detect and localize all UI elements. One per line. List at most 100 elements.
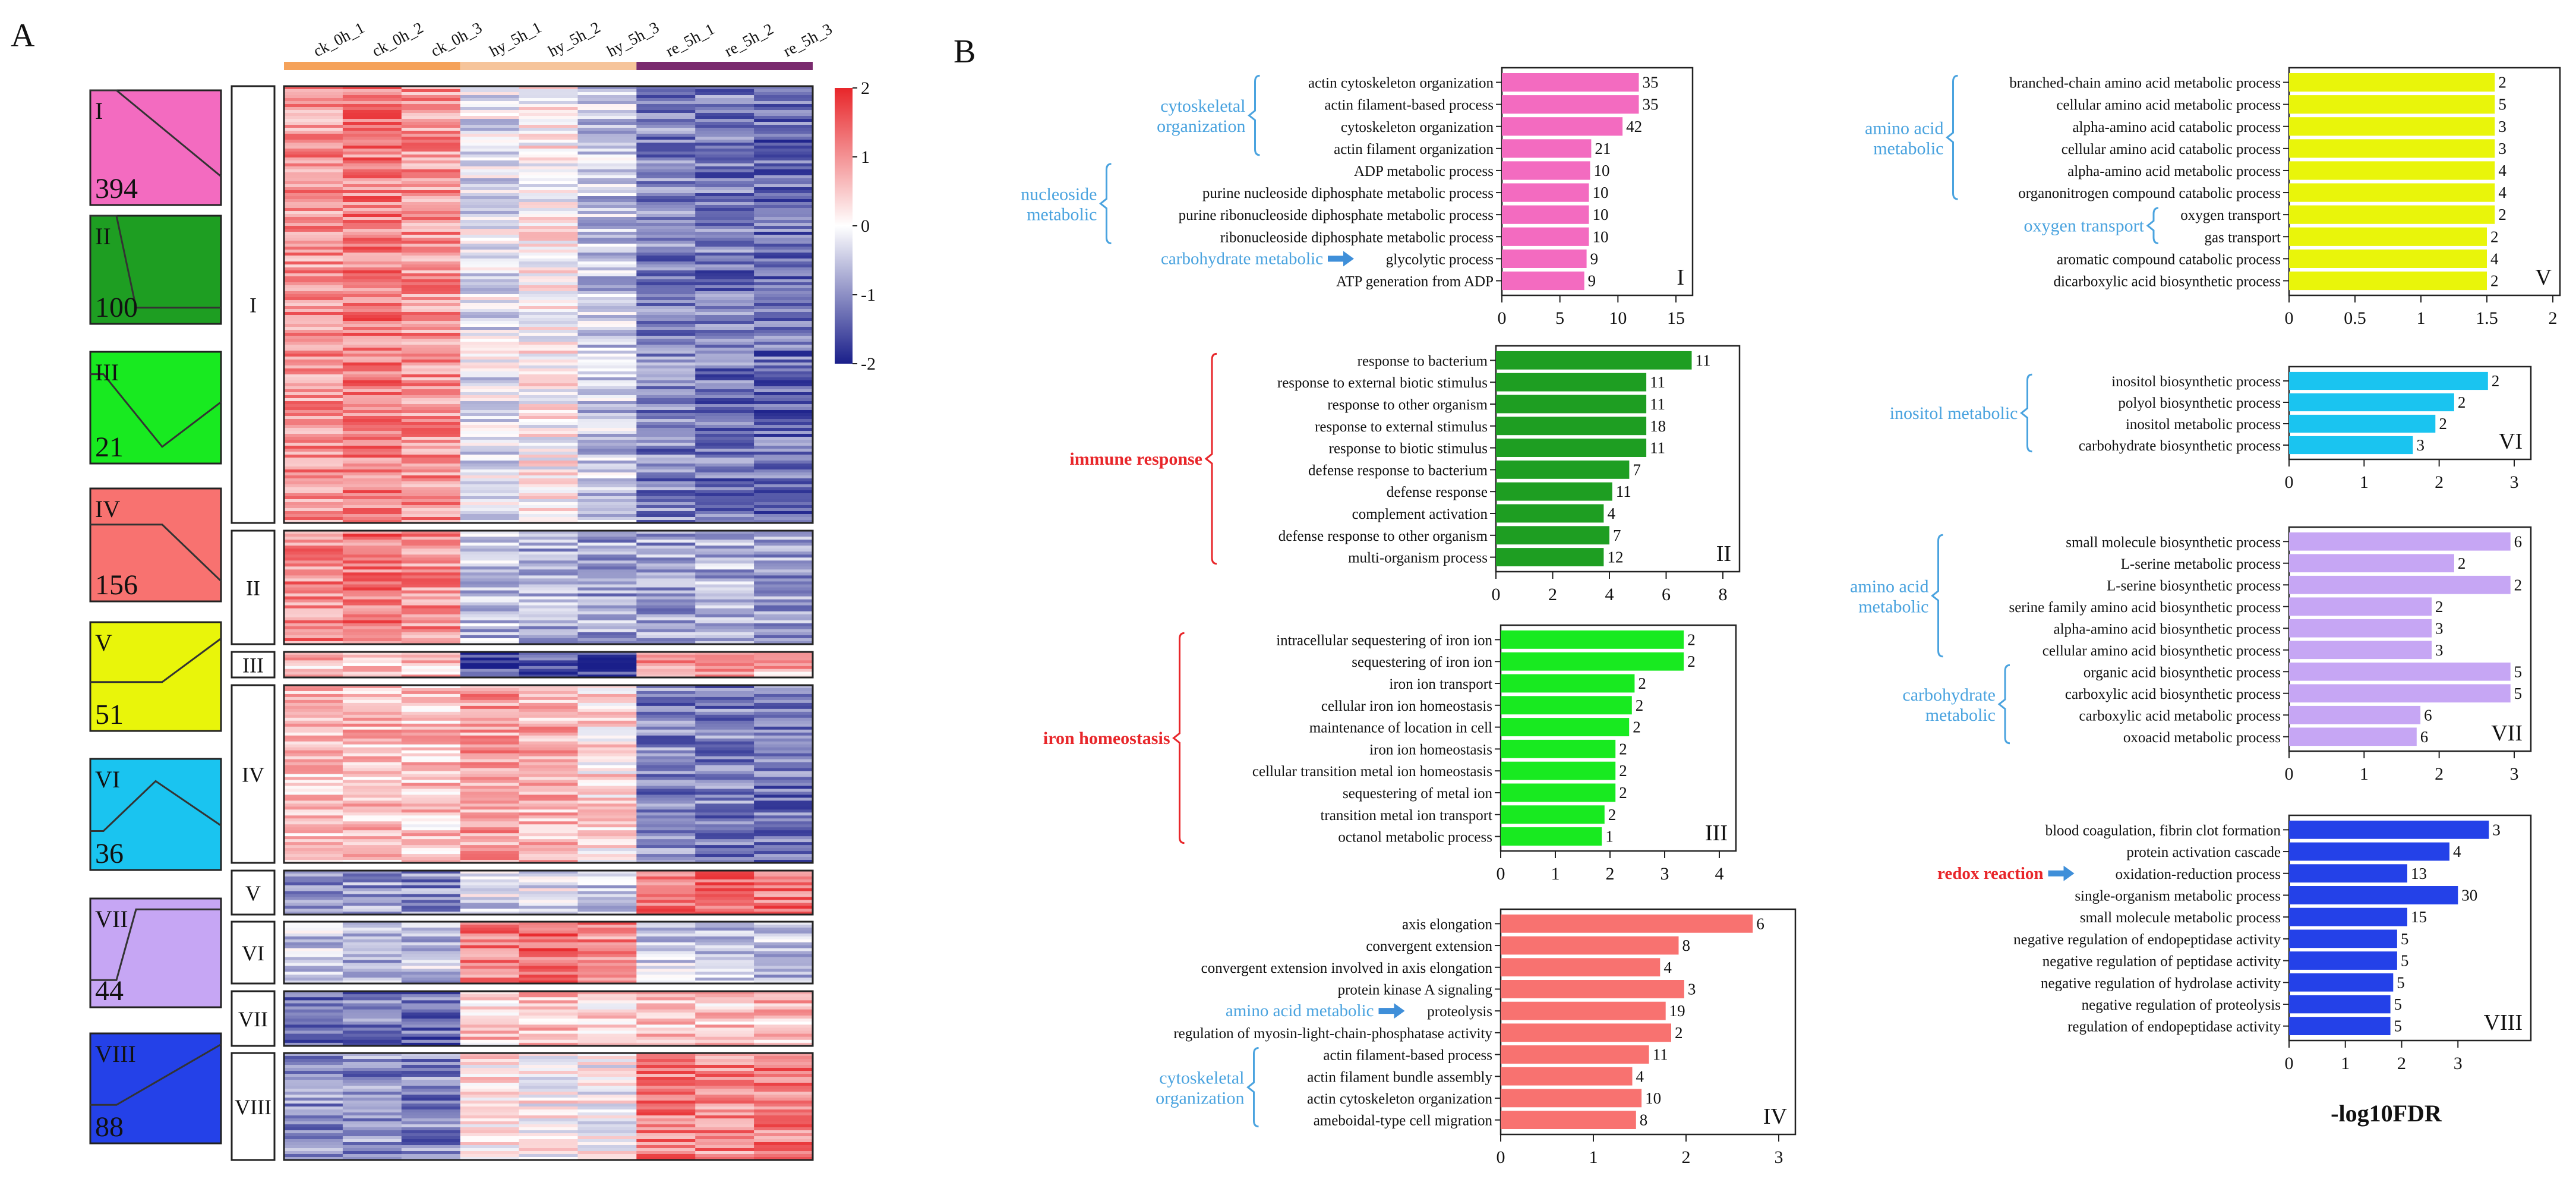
heatmap-cell	[636, 1145, 696, 1149]
heatmap-cell	[401, 888, 461, 892]
heatmap-cell	[460, 685, 520, 689]
heatmap-cell	[401, 398, 461, 402]
heatmap-cell	[695, 1142, 755, 1146]
cluster-label-box	[231, 651, 276, 679]
heatmap-cell	[342, 1062, 402, 1065]
heatmap-cell	[342, 871, 402, 874]
heatmap-cell	[577, 566, 637, 570]
heatmap-cell	[342, 885, 402, 889]
bar-category-label: negative regulation of hydrolase activit…	[2041, 975, 2281, 991]
heatmap-cell	[401, 596, 461, 600]
heatmap-cell	[695, 309, 755, 313]
heatmap-cell	[519, 897, 579, 900]
heatmap-cell	[342, 419, 402, 423]
bar	[1501, 1067, 1633, 1086]
heatmap-cell	[460, 1006, 520, 1010]
heatmap-block-border	[283, 1052, 814, 1161]
heatmap-cell	[754, 140, 813, 143]
heatmap-cell	[401, 531, 461, 534]
heatmap-cell	[401, 208, 461, 212]
heatmap-cell	[754, 1118, 813, 1122]
heatmap-cell	[401, 1042, 461, 1046]
heatmap-cell	[401, 354, 461, 357]
heatmap-cell	[577, 1071, 637, 1074]
heatmap-cell	[636, 876, 696, 880]
heatmap-cell	[342, 1077, 402, 1080]
heatmap-cell	[460, 1039, 520, 1044]
heatmap-cell	[401, 924, 461, 928]
heatmap-cell	[577, 285, 637, 289]
heatmap-cell	[460, 1042, 520, 1046]
heatmap-cell	[401, 166, 461, 170]
heatmap-cell	[460, 818, 520, 822]
heatmap-cell	[519, 714, 579, 718]
heatmap-cell	[519, 113, 579, 116]
heatmap-cell	[460, 994, 520, 998]
heatmap-cell	[577, 392, 637, 396]
heatmap-cell	[754, 294, 813, 298]
heatmap-cell	[519, 717, 579, 721]
heatmap-cell	[754, 446, 813, 449]
heatmap-cell	[754, 407, 813, 411]
heatmap-cell	[695, 795, 755, 798]
heatmap-cell	[401, 345, 461, 348]
heatmap-cell	[519, 315, 579, 319]
heatmap-cell	[695, 821, 755, 825]
bar-count-label: 1	[1605, 828, 1614, 846]
heatmap-cell	[577, 351, 637, 354]
heatmap-cell	[754, 169, 813, 173]
heatmap-cell	[636, 546, 696, 549]
heatmap-cell	[284, 229, 343, 232]
heatmap-cell	[284, 939, 343, 943]
heatmap-cell	[577, 113, 637, 116]
heatmap-cell	[519, 169, 579, 173]
bar-category-label: sequestering of metal ion	[1343, 786, 1493, 802]
heatmap-block-border	[283, 651, 814, 679]
bar	[2289, 117, 2495, 136]
heatmap-cell	[754, 699, 813, 704]
heatmap-cell	[519, 217, 579, 220]
heatmap-cell	[636, 437, 696, 440]
heatmap-cell	[401, 261, 461, 265]
heatmap-cell	[636, 969, 696, 972]
heatmap-cell	[754, 1003, 813, 1007]
heatmap-cell	[460, 95, 520, 99]
heatmap-cell	[754, 1086, 813, 1089]
heatmap-cell	[519, 125, 579, 128]
heatmap-cell	[401, 617, 461, 621]
heatmap-cell	[519, 599, 579, 603]
heatmap-cell	[284, 672, 343, 675]
heatmap-cell	[460, 514, 520, 518]
heatmap-cell	[460, 416, 520, 420]
heatmap-cell	[577, 469, 637, 473]
heatmap-cell	[342, 1030, 402, 1035]
heatmap-cell	[519, 1089, 579, 1092]
heatmap-cell	[754, 623, 813, 627]
heatmap-cell	[519, 184, 579, 188]
heatmap-cell	[577, 116, 637, 119]
heatmap-cell	[636, 1157, 696, 1161]
heatmap-cell	[695, 419, 755, 423]
heatmap-cell	[342, 1083, 402, 1086]
heatmap-cell	[284, 792, 343, 795]
heatmap-cell	[401, 537, 461, 540]
heatmap-cell	[754, 720, 813, 724]
heatmap-cell	[460, 575, 520, 579]
heatmap-cell	[342, 1089, 402, 1092]
heatmap-cell	[577, 747, 637, 751]
heatmap-cell	[695, 945, 755, 949]
heatmap-cell	[577, 282, 637, 286]
heatmap-cell	[519, 768, 579, 772]
heatmap-cell	[284, 1121, 343, 1125]
heatmap-cell	[519, 428, 579, 431]
heatmap-cell	[401, 1089, 461, 1092]
heatmap-cell	[577, 365, 637, 369]
heatmap-cell	[342, 726, 402, 730]
heatmap-cell	[636, 614, 696, 618]
heatmap-cell	[577, 797, 637, 801]
heatmap-cell	[342, 345, 402, 348]
heatmap-cell	[754, 276, 813, 280]
heatmap-cell	[695, 306, 755, 310]
heatmap-cell	[342, 531, 402, 534]
heatmap-cell	[284, 537, 343, 540]
